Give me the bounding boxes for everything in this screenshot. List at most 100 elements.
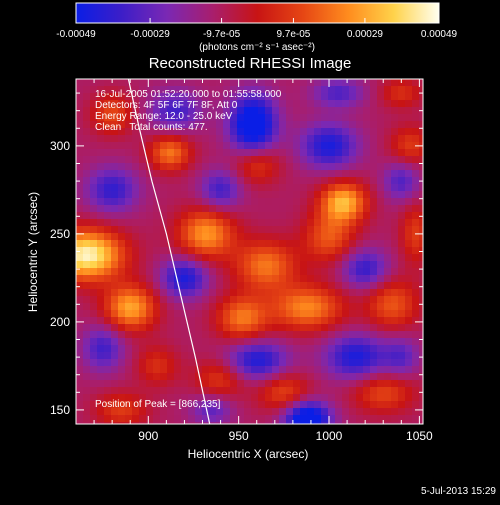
heatmap-cell bbox=[125, 394, 132, 401]
heatmap-cell bbox=[307, 156, 314, 163]
heatmap-cell bbox=[195, 107, 202, 114]
heatmap-cell bbox=[195, 261, 202, 268]
heatmap-cell bbox=[279, 184, 286, 191]
heatmap-cell bbox=[370, 394, 377, 401]
heatmap-cell bbox=[132, 317, 139, 324]
heatmap-cell bbox=[153, 219, 160, 226]
heatmap-cell bbox=[153, 303, 160, 310]
heatmap-cell bbox=[335, 240, 342, 247]
heatmap-cell bbox=[244, 212, 251, 219]
heatmap-cell bbox=[363, 380, 370, 387]
heatmap-cell bbox=[314, 401, 321, 408]
heatmap-cell bbox=[195, 135, 202, 142]
heatmap-cell bbox=[370, 366, 377, 373]
heatmap-cell bbox=[146, 310, 153, 317]
heatmap-cell bbox=[83, 177, 90, 184]
heatmap-cell bbox=[174, 135, 181, 142]
heatmap-cell bbox=[370, 422, 377, 424]
heatmap-cell bbox=[76, 233, 83, 240]
heatmap-cell bbox=[83, 135, 90, 142]
heatmap-cell bbox=[174, 282, 181, 289]
heatmap-cell bbox=[181, 233, 188, 240]
heatmap-cell bbox=[181, 184, 188, 191]
heatmap-cell bbox=[83, 373, 90, 380]
heatmap-cell bbox=[328, 240, 335, 247]
heatmap-cell bbox=[202, 128, 209, 135]
heatmap-cell bbox=[174, 191, 181, 198]
heatmap-cell bbox=[272, 128, 279, 135]
heatmap-cell bbox=[216, 394, 223, 401]
heatmap-cell bbox=[286, 93, 293, 100]
heatmap-cell bbox=[139, 331, 146, 338]
heatmap-cell bbox=[104, 268, 111, 275]
heatmap-cell bbox=[139, 170, 146, 177]
heatmap-cell bbox=[356, 394, 363, 401]
heatmap-cell bbox=[272, 226, 279, 233]
heatmap-cell bbox=[349, 387, 356, 394]
heatmap-cell bbox=[111, 359, 118, 366]
heatmap-cell bbox=[230, 401, 237, 408]
heatmap-cell bbox=[97, 121, 104, 128]
heatmap-cell bbox=[279, 282, 286, 289]
heatmap-cell bbox=[272, 170, 279, 177]
heatmap-cell bbox=[335, 198, 342, 205]
heatmap-cell bbox=[160, 142, 167, 149]
heatmap-cell bbox=[370, 156, 377, 163]
heatmap-cell bbox=[405, 415, 412, 422]
heatmap-cell bbox=[202, 156, 209, 163]
heatmap-cell bbox=[153, 177, 160, 184]
heatmap-cell bbox=[363, 394, 370, 401]
heatmap-cell bbox=[90, 93, 97, 100]
heatmap-cell bbox=[167, 107, 174, 114]
heatmap-cell bbox=[104, 86, 111, 93]
heatmap-cell bbox=[272, 296, 279, 303]
heatmap-cell bbox=[90, 198, 97, 205]
heatmap-cell bbox=[153, 205, 160, 212]
heatmap-cell bbox=[307, 331, 314, 338]
heatmap-cell bbox=[363, 93, 370, 100]
heatmap-cell bbox=[104, 163, 111, 170]
heatmap-cell bbox=[181, 352, 188, 359]
heatmap-cell bbox=[153, 422, 160, 424]
heatmap-cell bbox=[216, 107, 223, 114]
heatmap-cell bbox=[118, 415, 125, 422]
heatmap-cell bbox=[181, 226, 188, 233]
heatmap-cell bbox=[216, 282, 223, 289]
heatmap-cell bbox=[160, 100, 167, 107]
heatmap-cell bbox=[363, 128, 370, 135]
heatmap-cell bbox=[314, 149, 321, 156]
heatmap-cell bbox=[279, 261, 286, 268]
heatmap-cell bbox=[83, 317, 90, 324]
heatmap-cell bbox=[342, 191, 349, 198]
heatmap-cell bbox=[293, 261, 300, 268]
heatmap-cell bbox=[356, 142, 363, 149]
heatmap-cell bbox=[76, 310, 83, 317]
heatmap-cell bbox=[335, 170, 342, 177]
heatmap-cell bbox=[111, 394, 118, 401]
heatmap-cell bbox=[209, 338, 216, 345]
heatmap-cell bbox=[251, 289, 258, 296]
heatmap-cell bbox=[335, 254, 342, 261]
heatmap-cell bbox=[251, 212, 258, 219]
heatmap-cell bbox=[153, 100, 160, 107]
heatmap-cell bbox=[321, 380, 328, 387]
heatmap-cell bbox=[300, 394, 307, 401]
heatmap-cell bbox=[83, 359, 90, 366]
heatmap-cell bbox=[363, 233, 370, 240]
heatmap-cell bbox=[328, 254, 335, 261]
heatmap-cell bbox=[174, 177, 181, 184]
heatmap-cell bbox=[97, 387, 104, 394]
heatmap-cell bbox=[160, 212, 167, 219]
heatmap-cell bbox=[321, 170, 328, 177]
heatmap-cell bbox=[293, 345, 300, 352]
heatmap-cell bbox=[412, 345, 419, 352]
heatmap-cell bbox=[237, 198, 244, 205]
heatmap-cell bbox=[328, 191, 335, 198]
heatmap-cell bbox=[181, 142, 188, 149]
heatmap-cell bbox=[167, 212, 174, 219]
heatmap-cell bbox=[76, 198, 83, 205]
heatmap-cell bbox=[111, 100, 118, 107]
heatmap-cell bbox=[139, 177, 146, 184]
heatmap-cell bbox=[300, 303, 307, 310]
heatmap-cell bbox=[342, 79, 349, 86]
